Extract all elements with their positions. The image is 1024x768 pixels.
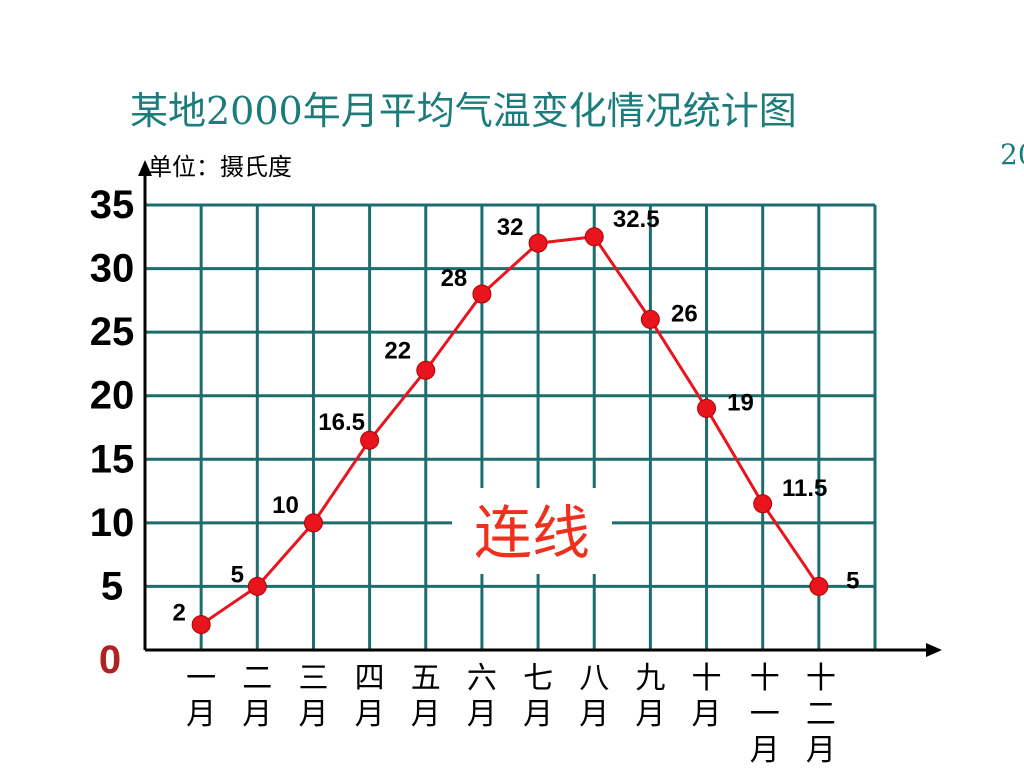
x-tick-label: 月 [750, 733, 780, 768]
data-point [528, 233, 548, 253]
x-tick-label: 四 [355, 661, 385, 696]
series-line [200, 235, 821, 626]
x-tick-label: 月 [186, 697, 216, 732]
unit-label: 单位：摄氏度 [148, 153, 292, 181]
x-tick-label: 六 [467, 661, 497, 696]
data-label: 5 [231, 561, 244, 588]
data-point [360, 430, 380, 450]
x-tick-label: 月 [692, 697, 722, 732]
data-point [584, 227, 604, 247]
y-tick-label: 15 [90, 437, 135, 481]
y-tick-label: 35 [90, 183, 135, 227]
x-tick-label: 三 [298, 661, 328, 696]
x-tick-label: 月 [411, 697, 441, 732]
data-label: 32 [497, 214, 524, 241]
data-point [416, 360, 436, 380]
y-axis-arrow [138, 160, 152, 176]
y-tick-label: 30 [90, 247, 135, 291]
y-tick-label: 0 [99, 638, 121, 682]
x-tick-label: 一 [750, 697, 780, 732]
x-tick-label: 月 [579, 697, 609, 732]
x-tick-label: 月 [355, 697, 385, 732]
x-tick-label: 九 [635, 661, 665, 696]
corner-text: 20 [1000, 138, 1024, 171]
data-label: 5 [846, 567, 859, 594]
data-label: 28 [441, 265, 468, 292]
x-tick-label: 月 [467, 697, 497, 732]
data-label: 16.5 [318, 409, 365, 436]
x-tick-label: 十 [692, 661, 722, 696]
x-tick-label: 十 [806, 661, 836, 696]
x-tick-label: 二 [806, 697, 836, 732]
x-tick-label: 二 [242, 661, 272, 696]
data-point [809, 576, 829, 596]
x-tick-label: 五 [411, 661, 441, 696]
y-tick-label: 5 [101, 564, 123, 608]
data-label: 22 [384, 337, 411, 364]
x-tick-label: 月 [523, 697, 553, 732]
data-point [753, 494, 773, 514]
x-axis-arrow [926, 643, 942, 657]
x-tick-label: 月 [635, 697, 665, 732]
x-tick-label: 七 [523, 661, 553, 696]
data-point [640, 309, 660, 329]
data-point [697, 398, 717, 418]
x-tick-label: 月 [298, 697, 328, 732]
data-label: 32.5 [613, 206, 660, 233]
center-label-backdrop [452, 488, 612, 574]
center-label: 连线 [474, 499, 590, 567]
x-tick-label: 月 [242, 697, 272, 732]
data-point [303, 513, 323, 533]
data-point [472, 284, 492, 304]
y-tick-label: 25 [90, 310, 135, 354]
data-label: 2 [172, 600, 185, 627]
y-tick-label: 10 [90, 501, 135, 545]
data-label: 11.5 [782, 475, 827, 502]
data-label: 26 [671, 300, 698, 327]
chart-title: 某地2000年月平均气温变化情况统计图 [130, 89, 797, 133]
data-label: 10 [272, 492, 299, 519]
data-label: 19 [727, 389, 754, 416]
x-tick-label: 月 [806, 733, 836, 768]
data-point [247, 576, 267, 596]
x-tick-label: 八 [579, 661, 609, 696]
data-point [191, 615, 211, 635]
x-tick-label: 十 [750, 661, 780, 696]
x-tick-label: 一 [186, 661, 216, 696]
y-tick-label: 20 [90, 374, 135, 418]
